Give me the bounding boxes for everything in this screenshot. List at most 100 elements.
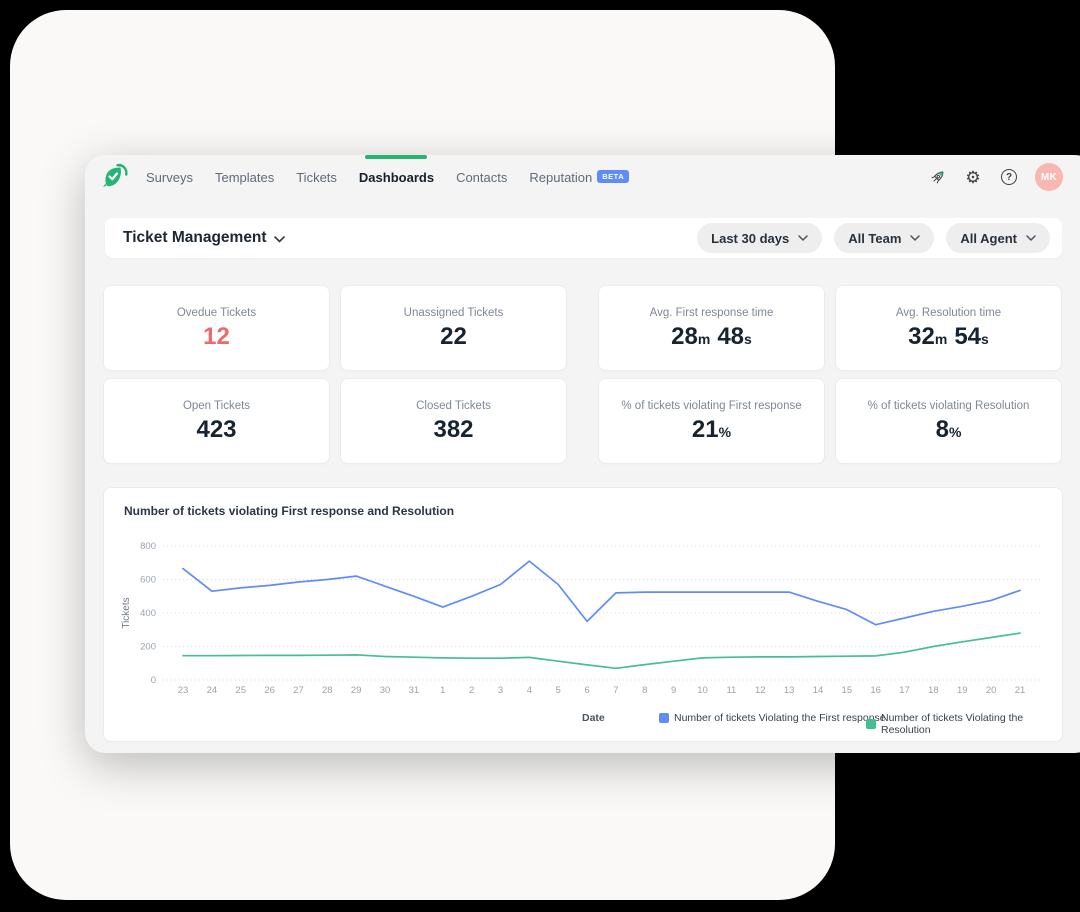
- stat-card-unassigned-tickets: Unassigned Tickets 22: [340, 285, 567, 371]
- filter-group: Last 30 days All Team All Agent: [697, 223, 1050, 253]
- stat-label: Open Tickets: [182, 400, 251, 412]
- filter-all-agent[interactable]: All Agent: [946, 223, 1050, 253]
- x-tick-label: 8: [642, 685, 647, 696]
- nav-tabs: Surveys Templates Tickets Dashboards Contact…: [146, 155, 630, 199]
- stat-card--of-tickets-violating-first-response: % of tickets violating First response 21%: [598, 378, 825, 464]
- tab-label: Templates: [214, 169, 275, 185]
- stat-value: 22: [440, 323, 467, 350]
- legend-label: Number of tickets Violating the Resoluti…: [881, 712, 1024, 736]
- y-tick-label: 800: [140, 541, 156, 552]
- stat-value: 32m 54s: [908, 323, 989, 350]
- first-response-line: [182, 560, 1021, 626]
- y-tick-label: 400: [140, 608, 156, 619]
- top-nav: Surveys Templates Tickets Dashboards Contact…: [85, 155, 1080, 199]
- x-tick-label: 23: [178, 685, 189, 696]
- stats-row: Open Tickets 423 Closed Tickets 382 % of tic…: [103, 378, 1062, 464]
- legend-swatch-blue: [659, 713, 669, 723]
- stat-label: Ovedue Tickets: [176, 307, 257, 319]
- stat-card-open-tickets: Open Tickets 423: [103, 378, 330, 464]
- stat-label: Closed Tickets: [416, 400, 491, 412]
- chart-footer: Date Number of tickets Violating the Fir…: [104, 710, 1062, 736]
- nav-actions: ⚙ ? MK: [927, 163, 1063, 191]
- x-tick-label: 26: [264, 685, 275, 696]
- filter-label: Last 30 days: [711, 230, 790, 246]
- tab-label: Surveys: [146, 169, 193, 185]
- x-tick-label: 7: [613, 685, 618, 696]
- filter-last-30-days[interactable]: Last 30 days: [697, 223, 823, 253]
- dashboard-toolbar: Ticket Management Last 30 days All Team Al…: [105, 218, 1062, 258]
- help-icon[interactable]: ?: [999, 167, 1019, 187]
- stat-label: % of tickets violating First response: [621, 400, 802, 412]
- stat-label: % of tickets violating Resolution: [867, 400, 1030, 412]
- x-tick-label: 2: [469, 685, 474, 696]
- beta-badge: BETA: [597, 169, 630, 183]
- tab-surveys[interactable]: Surveys: [146, 155, 193, 199]
- x-tick-label: 11: [726, 685, 736, 696]
- stat-card-ovedue-tickets: Ovedue Tickets 12: [103, 285, 330, 371]
- tab-dashboards[interactable]: Dashboards: [359, 155, 434, 199]
- stat-card-avg-first-response-time: Avg. First response time 28m 48s: [598, 285, 825, 371]
- user-avatar[interactable]: MK: [1035, 163, 1063, 191]
- page-title: Ticket Management: [123, 229, 267, 246]
- x-tick-label: 9: [671, 685, 676, 696]
- y-tick-label: 0: [151, 675, 156, 686]
- x-tick-label: 25: [235, 685, 246, 696]
- filter-all-team[interactable]: All Team: [834, 223, 935, 253]
- x-tick-label: 12: [755, 685, 766, 696]
- x-tick-label: 27: [293, 685, 304, 696]
- stat-value: 28m 48s: [671, 323, 752, 350]
- filter-label: All Agent: [960, 230, 1017, 246]
- x-tick-label: 3: [498, 685, 503, 696]
- tab-label: Reputation: [529, 169, 593, 185]
- tab-label: Dashboards: [358, 169, 435, 185]
- tab-tickets[interactable]: Tickets: [296, 155, 337, 199]
- settings-gear-icon[interactable]: ⚙: [965, 167, 981, 187]
- y-tick-label: 200: [140, 642, 156, 653]
- chevron-down-icon: [1026, 235, 1036, 241]
- x-tick-label: 29: [351, 685, 362, 696]
- chevron-down-icon: [910, 235, 921, 241]
- x-tick-label: 14: [813, 685, 824, 696]
- stat-value: 21%: [691, 416, 732, 443]
- stats-grid: Ovedue Tickets 12 Unassigned Tickets 22 Avg.…: [103, 285, 1062, 464]
- legend-item-resolution[interactable]: Number of tickets Violating the Resoluti…: [866, 712, 1062, 736]
- x-tick-label: 16: [870, 685, 881, 696]
- stat-label: Avg. Resolution time: [895, 307, 1002, 319]
- whats-new-rocket-icon[interactable]: [927, 167, 947, 187]
- stats-row: Ovedue Tickets 12 Unassigned Tickets 22 Avg.…: [103, 285, 1062, 371]
- chevron-down-icon: [798, 235, 808, 241]
- x-tick-label: 4: [527, 685, 532, 696]
- x-tick-label: 30: [380, 685, 391, 696]
- x-axis-title: Date: [582, 712, 605, 724]
- x-tick-label: 10: [697, 685, 708, 696]
- x-tick-label: 21: [1015, 685, 1026, 696]
- x-tick-label: 20: [986, 685, 997, 696]
- x-tick-label: 1: [440, 685, 445, 696]
- stat-card-closed-tickets: Closed Tickets 382: [340, 378, 567, 464]
- tab-label: Tickets: [296, 169, 337, 185]
- filter-label: All Team: [848, 230, 902, 246]
- stat-card--of-tickets-violating-resolution: % of tickets violating Resolution 8%: [835, 378, 1062, 464]
- legend-label: Number of tickets Violating the First re…: [674, 712, 886, 724]
- legend-swatch-green: [866, 719, 876, 729]
- stat-value: 423: [196, 416, 237, 443]
- app-window: Surveys Templates Tickets Dashboards Contact…: [85, 155, 1080, 753]
- x-tick-label: 5: [556, 685, 561, 696]
- x-tick-label: 17: [899, 685, 910, 696]
- tab-contacts[interactable]: Contacts: [456, 155, 507, 199]
- dashboard-selector[interactable]: Ticket Management: [123, 229, 285, 247]
- stat-value: 382: [433, 416, 474, 443]
- stat-label: Avg. First response time: [649, 307, 774, 319]
- app-logo-icon[interactable]: [100, 162, 130, 192]
- tab-templates[interactable]: Templates: [215, 155, 274, 199]
- x-tick-label: 18: [928, 685, 939, 696]
- legend-item-first-response[interactable]: Number of tickets Violating the First re…: [659, 712, 886, 724]
- stat-label: Unassigned Tickets: [403, 307, 504, 319]
- resolution-line: [182, 632, 1021, 670]
- chart-title: Number of tickets violating First respon…: [124, 504, 455, 518]
- x-tick-label: 31: [409, 685, 420, 696]
- stat-value: 12: [203, 323, 230, 350]
- tab-reputation[interactable]: Reputation BETA: [529, 155, 630, 199]
- chevron-down-icon: [273, 235, 285, 242]
